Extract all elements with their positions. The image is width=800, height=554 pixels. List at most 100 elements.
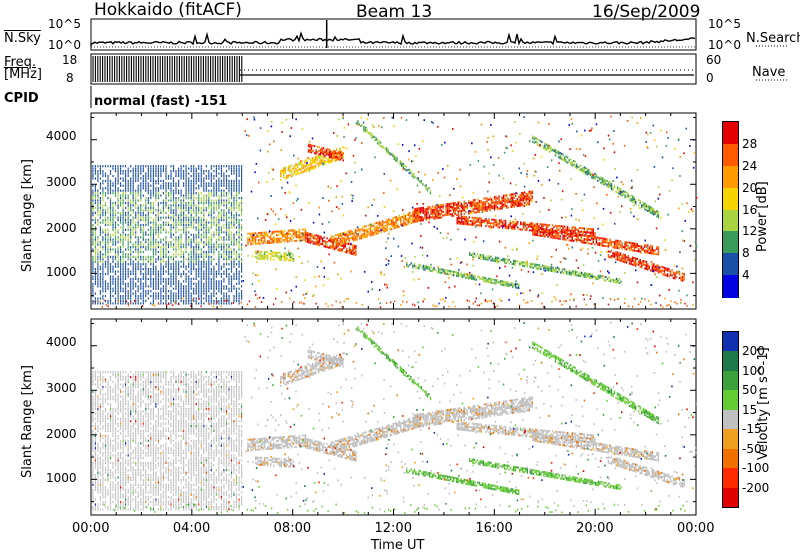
data-cell: [274, 239, 276, 242]
data-cell: [157, 255, 159, 258]
data-cell: [198, 272, 200, 276]
data-cell: [454, 210, 456, 213]
data-cell: [582, 232, 584, 235]
data-cell: [208, 265, 210, 268]
data-cell: [122, 241, 124, 244]
data-cell: [633, 242, 635, 245]
data-cell: [215, 231, 217, 234]
data-cell: [650, 250, 652, 253]
data-cell: [150, 189, 152, 192]
data-cell: [335, 245, 337, 248]
data-cell: [625, 256, 628, 259]
data-cell: [102, 258, 104, 261]
data-cell: [501, 223, 504, 226]
data-cell: [190, 189, 192, 192]
data-cell: [491, 218, 493, 221]
data-cell: [130, 223, 132, 227]
data-cell: [223, 241, 225, 244]
data-cell: [283, 235, 285, 238]
data-cell: [132, 268, 134, 271]
data-cell: [523, 225, 525, 228]
data-cell: [238, 265, 240, 268]
data-cell: [238, 165, 240, 168]
data-cell: [468, 223, 470, 226]
data-cell: [193, 192, 195, 195]
data-cell: [368, 231, 370, 234]
data-cell: [583, 231, 585, 233]
data-cell: [160, 270, 162, 273]
data-cell: [384, 228, 387, 231]
data-cell: [395, 226, 397, 229]
data-cell: [562, 225, 564, 228]
data-cell: [586, 231, 588, 234]
data-cell: [314, 155, 317, 158]
data-cell: [140, 241, 142, 244]
data-cell: [178, 238, 180, 241]
data-cell: [92, 201, 94, 205]
data-cell: [137, 268, 139, 271]
data-cell: [431, 216, 434, 219]
data-cell: [185, 187, 187, 190]
data-cell: [92, 263, 94, 266]
data-cell: [369, 230, 372, 233]
data-cell: [337, 249, 339, 251]
data-cell: [505, 204, 508, 207]
data-cell: [639, 250, 641, 253]
data-cell: [135, 194, 137, 197]
data-cell: [130, 170, 132, 173]
data-cell: [188, 285, 190, 288]
data-cell: [230, 241, 233, 244]
data-cell: [412, 218, 414, 221]
data-cell: [208, 246, 210, 249]
data-cell: [135, 243, 137, 246]
data-cell: [377, 226, 379, 229]
data-cell: [109, 250, 112, 254]
data-cell: [160, 216, 162, 219]
data-cell: [230, 204, 233, 207]
data-cell: [428, 218, 431, 221]
data-cell: [114, 287, 117, 290]
data-cell: [425, 215, 428, 218]
data-cell: [132, 280, 134, 283]
data-cell: [490, 200, 493, 203]
data-cell: [498, 198, 500, 201]
data-cell: [378, 221, 381, 224]
data-cell: [238, 209, 240, 212]
data-cell: [528, 203, 530, 206]
data-cell: [145, 241, 147, 244]
data-cell: [233, 295, 235, 298]
data-cell: [120, 302, 122, 305]
data-cell: [499, 207, 502, 210]
data-cell: [213, 272, 215, 276]
data-cell: [180, 272, 182, 276]
data-cell: [167, 260, 170, 263]
data-cell: [200, 236, 202, 239]
data-cell: [193, 199, 195, 202]
data-cell: [247, 238, 249, 241]
data-cell: [233, 263, 235, 266]
data-cell: [538, 224, 540, 227]
data-cell: [317, 234, 319, 237]
data-cell: [656, 264, 658, 267]
data-cell: [127, 290, 129, 293]
data-cell: [487, 205, 490, 208]
data-cell: [104, 253, 107, 256]
data-cell: [286, 233, 288, 236]
data-cell: [127, 204, 129, 207]
data-cell: [630, 249, 632, 252]
data-cell: [208, 174, 210, 178]
data-cell: [132, 167, 134, 170]
data-cell: [607, 243, 610, 246]
data-cell: [535, 232, 537, 235]
data-cell: [185, 265, 187, 268]
data-cell: [283, 174, 285, 177]
data-cell: [301, 228, 304, 231]
data-cell: [565, 238, 567, 241]
data-cell: [613, 244, 616, 247]
data-cell: [606, 238, 608, 241]
data-cell: [150, 192, 152, 195]
data-cell: [354, 230, 357, 233]
data-cell: [142, 255, 144, 258]
data-cell: [102, 204, 104, 207]
data-cell: [97, 223, 99, 227]
